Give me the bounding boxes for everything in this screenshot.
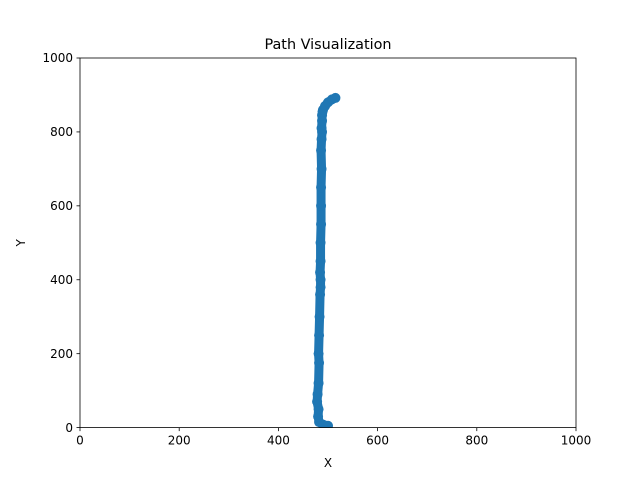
y-tick-label: 200 [50, 347, 73, 361]
data-point [314, 357, 325, 368]
x-tick-label: 200 [168, 434, 191, 448]
y-tick-label: 1000 [42, 51, 73, 65]
data-point [313, 348, 324, 359]
y-tick-label: 400 [50, 273, 73, 287]
data-point [313, 411, 324, 422]
x-tick-label: 400 [267, 434, 290, 448]
y-tick-label: 800 [50, 125, 73, 139]
y-axis-label: Y [14, 238, 28, 247]
data-point [316, 123, 327, 134]
x-tick-label: 800 [465, 434, 488, 448]
plot-frame [79, 57, 577, 429]
y-tick-label: 600 [50, 199, 73, 213]
data-point [315, 267, 326, 278]
x-tick-label: 1000 [561, 434, 592, 448]
y-tick-label: 0 [65, 421, 73, 435]
chart-title: Path Visualization [264, 37, 391, 53]
data-point [312, 396, 323, 407]
data-point [316, 200, 327, 211]
data-point [316, 163, 327, 174]
series-layer [312, 92, 341, 428]
x-tick-label: 0 [76, 434, 84, 448]
data-point [312, 389, 323, 400]
y-axis: 0 200 400 600 800 1000 [42, 51, 80, 435]
data-point [313, 378, 324, 389]
series-group [312, 92, 341, 428]
data-point [315, 274, 326, 285]
data-point [316, 219, 327, 230]
data-point [316, 182, 327, 193]
x-tick-label: 600 [366, 434, 389, 448]
data-point [315, 237, 326, 248]
data-point [316, 145, 327, 156]
x-axis: 0 200 400 600 800 1000 [76, 427, 592, 448]
data-point [314, 311, 325, 322]
data-point [314, 330, 325, 341]
data-point [316, 134, 327, 145]
x-axis-label: X [324, 456, 332, 470]
data-point [315, 282, 326, 293]
data-point [330, 92, 341, 103]
data-point [315, 256, 326, 267]
data-point [315, 289, 326, 300]
